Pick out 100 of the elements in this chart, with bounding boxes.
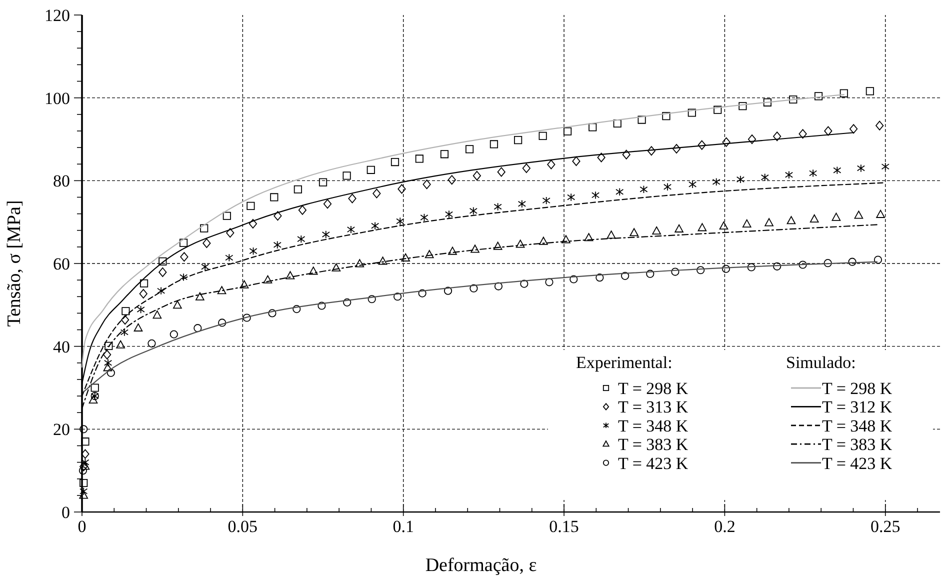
point	[80, 462, 88, 472]
point	[308, 266, 318, 275]
point	[318, 178, 328, 186]
point	[722, 264, 730, 273]
point	[833, 166, 842, 174]
point	[564, 127, 572, 136]
point	[222, 212, 231, 220]
point	[606, 230, 616, 239]
point	[522, 163, 530, 174]
point	[120, 328, 128, 336]
legend-label: T = 423 K	[822, 454, 893, 473]
point	[448, 246, 457, 255]
point	[798, 129, 807, 139]
point	[194, 324, 202, 332]
point	[514, 136, 522, 144]
point	[465, 145, 474, 154]
point	[763, 98, 772, 106]
point	[323, 199, 332, 209]
point	[422, 180, 431, 190]
point	[263, 275, 272, 284]
point	[545, 278, 554, 286]
point	[516, 240, 525, 248]
point	[390, 158, 400, 166]
x-tick-label: 0.25	[870, 517, 900, 536]
point	[448, 175, 456, 185]
point	[366, 166, 375, 174]
point	[136, 305, 145, 314]
x-tick-label: 0.1	[392, 517, 414, 536]
point	[158, 257, 167, 266]
y-tick-label: 60	[53, 254, 70, 274]
point	[688, 108, 696, 117]
point	[810, 214, 819, 223]
point	[622, 150, 630, 160]
annotation: Simulado:	[786, 353, 856, 372]
y-tick-label: 20	[53, 420, 70, 440]
point	[764, 218, 774, 226]
point	[773, 132, 782, 142]
point	[140, 279, 148, 288]
point	[814, 92, 823, 100]
point	[292, 305, 301, 314]
legend-label: T = 298 K	[618, 378, 689, 398]
y-tick-label: 100	[44, 88, 70, 108]
point	[158, 267, 167, 277]
point	[240, 280, 249, 288]
point	[539, 236, 548, 245]
point	[591, 191, 600, 200]
point	[286, 271, 295, 280]
point	[371, 222, 380, 230]
point	[640, 185, 648, 194]
point	[856, 164, 865, 172]
point	[104, 358, 112, 367]
point	[170, 330, 178, 338]
legend-title: Experimental:	[576, 353, 672, 372]
point	[103, 363, 112, 372]
point	[268, 309, 276, 318]
x-tick-label: 0	[78, 517, 86, 536]
point	[424, 250, 434, 258]
point	[106, 368, 115, 377]
point	[401, 253, 410, 262]
point	[671, 268, 680, 276]
point	[789, 95, 798, 104]
point	[274, 211, 282, 221]
point	[469, 206, 478, 215]
point	[226, 228, 234, 238]
point	[116, 340, 125, 348]
point	[824, 259, 832, 268]
point	[722, 137, 730, 147]
legend-label: T = 348 K	[618, 416, 689, 436]
point	[876, 120, 884, 130]
point	[368, 295, 376, 304]
y-tick-label: 80	[53, 172, 70, 191]
point	[848, 258, 856, 266]
point	[218, 318, 226, 327]
point	[738, 102, 747, 110]
point	[497, 167, 506, 177]
point	[748, 134, 756, 144]
point	[547, 160, 556, 170]
point	[81, 449, 90, 459]
point	[490, 140, 498, 148]
point	[180, 252, 188, 262]
point	[298, 205, 306, 215]
point	[342, 172, 351, 180]
point	[249, 247, 258, 256]
point	[493, 242, 502, 250]
point	[134, 323, 143, 332]
point	[824, 126, 832, 136]
point	[736, 175, 744, 184]
point	[415, 154, 424, 163]
point	[196, 292, 204, 300]
point	[613, 119, 622, 128]
point	[712, 178, 720, 186]
point	[440, 150, 449, 158]
point	[663, 182, 672, 191]
point	[444, 286, 452, 295]
point	[646, 270, 654, 278]
point	[88, 395, 98, 404]
point	[348, 194, 356, 204]
point	[104, 342, 113, 350]
point	[784, 170, 794, 179]
point	[570, 275, 578, 284]
